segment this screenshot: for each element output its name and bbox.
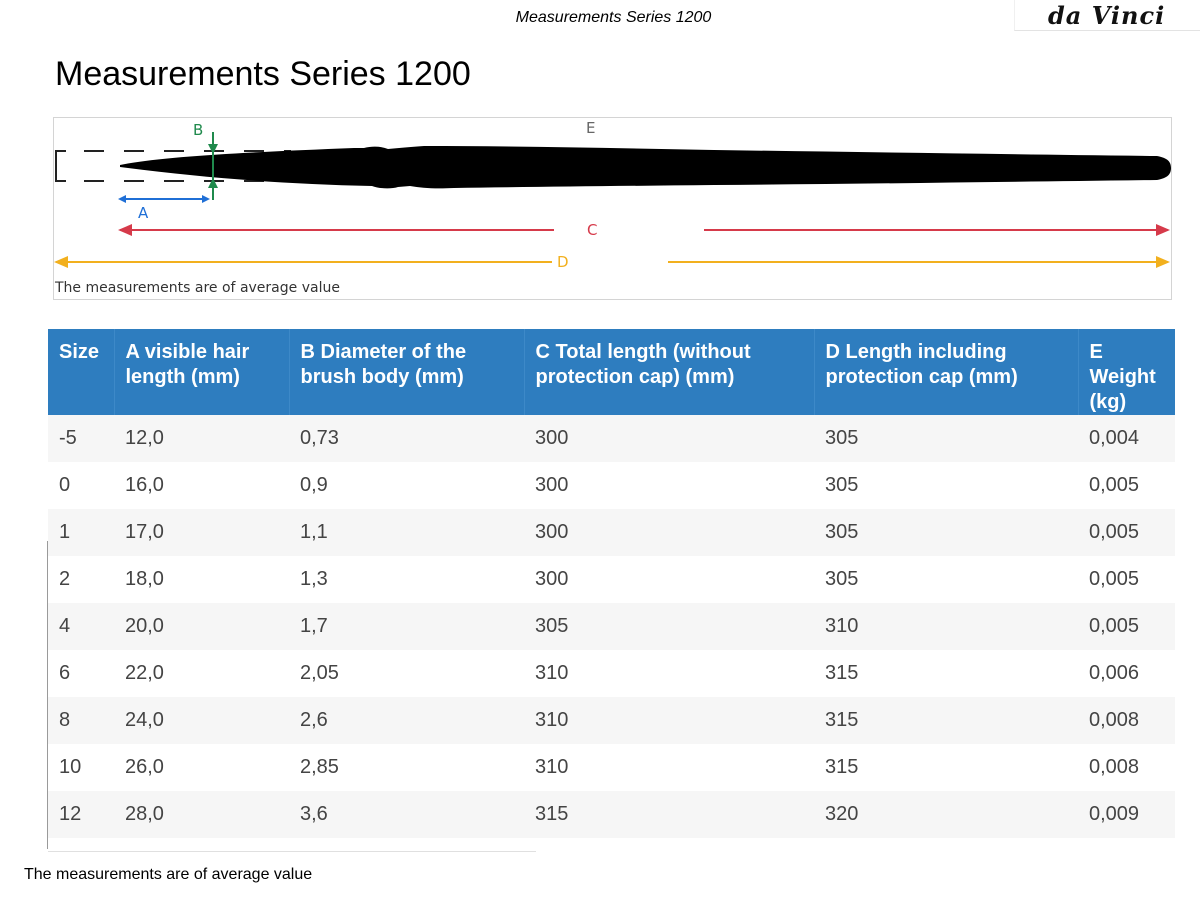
header-size: Size [48,329,115,415]
logo-box [1014,0,1200,31]
header-visible-hair-length: A visible hair length (mm) [114,329,290,415]
cell-length-with-cap: 310 [814,603,1078,650]
cell-total-length: 305 [524,603,814,650]
cell-diameter: 0,73 [289,415,524,462]
cell-hair-length: 16,0 [114,462,289,509]
table-row: 12 28,0 3,6 315 320 0,009 [48,791,1175,838]
cell-weight: 0,006 [1078,650,1175,697]
cell-total-length: 300 [524,415,814,462]
brush-measurement-diagram: B A C D E The measurements are of averag… [53,117,1172,300]
cell-diameter: 0,9 [289,462,524,509]
cell-size: 8 [48,697,114,744]
cell-weight: 0,008 [1078,744,1175,791]
cell-total-length: 315 [524,791,814,838]
label-c: C [587,221,597,239]
cell-length-with-cap: 315 [814,697,1078,744]
cell-size: 1 [48,509,114,556]
table-row: -5 12,0 0,73 300 305 0,004 [48,415,1175,462]
cell-hair-length: 26,0 [114,744,289,791]
cell-size: 4 [48,603,114,650]
cell-total-length: 300 [524,509,814,556]
header-weight: E Weight (kg) [1078,329,1175,415]
header-total-length: C Total length (without protection cap) … [524,329,815,415]
cell-length-with-cap: 320 [814,791,1078,838]
cell-total-length: 300 [524,462,814,509]
table-row: 4 20,0 1,7 305 310 0,005 [48,603,1175,650]
cell-size: 2 [48,556,114,603]
cell-weight: 0,005 [1078,603,1175,650]
cell-size: 6 [48,650,114,697]
cell-weight: 0,005 [1078,509,1175,556]
brush-silhouette [120,146,1171,189]
header-title: Measurements Series 1200 [515,9,712,26]
table-row: 0 16,0 0,9 300 305 0,005 [48,462,1175,509]
cell-diameter: 1,3 [289,556,524,603]
cell-size: 10 [48,744,114,791]
brand-logo: da Vinci [1048,1,1166,30]
cell-size: -5 [48,415,114,462]
table-left-rule [47,541,48,849]
label-d: D [557,253,569,271]
cell-weight: 0,004 [1078,415,1175,462]
cell-diameter: 1,1 [289,509,524,556]
cell-length-with-cap: 315 [814,650,1078,697]
cell-weight: 0,009 [1078,791,1175,838]
table-bottom-rule [48,851,536,852]
measurements-table: Size A visible hair length (mm) B Diamet… [48,329,1175,838]
page-title: Measurements Series 1200 [55,55,471,93]
label-e: E [586,119,595,137]
table-row: 10 26,0 2,85 310 315 0,008 [48,744,1175,791]
cell-hair-length: 28,0 [114,791,289,838]
footer-note: The measurements are of average value [24,866,313,883]
cell-length-with-cap: 305 [814,509,1078,556]
label-a: A [138,204,149,222]
diagram-note: The measurements are of average value [55,280,340,296]
cell-weight: 0,005 [1078,462,1175,509]
header-length-with-cap: D Length including protection cap (mm) [814,329,1079,415]
header-brush-diameter: B Diameter of the brush body (mm) [289,329,525,415]
cell-size: 12 [48,791,114,838]
table-header-row: Size A visible hair length (mm) B Diamet… [48,329,1175,415]
cell-diameter: 2,85 [289,744,524,791]
cell-size: 0 [48,462,114,509]
cell-length-with-cap: 305 [814,462,1078,509]
cell-length-with-cap: 315 [814,744,1078,791]
cell-hair-length: 24,0 [114,697,289,744]
cell-weight: 0,005 [1078,556,1175,603]
cell-diameter: 3,6 [289,791,524,838]
brush-diagram-svg: B A C D E [54,119,1171,271]
cell-weight: 0,008 [1078,697,1175,744]
cell-total-length: 300 [524,556,814,603]
label-b: B [193,121,203,139]
table-row: 1 17,0 1,1 300 305 0,005 [48,509,1175,556]
cell-hair-length: 18,0 [114,556,289,603]
table-row: 8 24,0 2,6 310 315 0,008 [48,697,1175,744]
cell-total-length: 310 [524,744,814,791]
cell-diameter: 2,6 [289,697,524,744]
cell-length-with-cap: 305 [814,415,1078,462]
cell-hair-length: 17,0 [114,509,289,556]
cell-hair-length: 12,0 [114,415,289,462]
cell-length-with-cap: 305 [814,556,1078,603]
cell-diameter: 1,7 [289,603,524,650]
cell-hair-length: 20,0 [114,603,289,650]
cell-hair-length: 22,0 [114,650,289,697]
cell-total-length: 310 [524,650,814,697]
cell-diameter: 2,05 [289,650,524,697]
table-row: 2 18,0 1,3 300 305 0,005 [48,556,1175,603]
table-row: 6 22,0 2,05 310 315 0,006 [48,650,1175,697]
cell-total-length: 310 [524,697,814,744]
